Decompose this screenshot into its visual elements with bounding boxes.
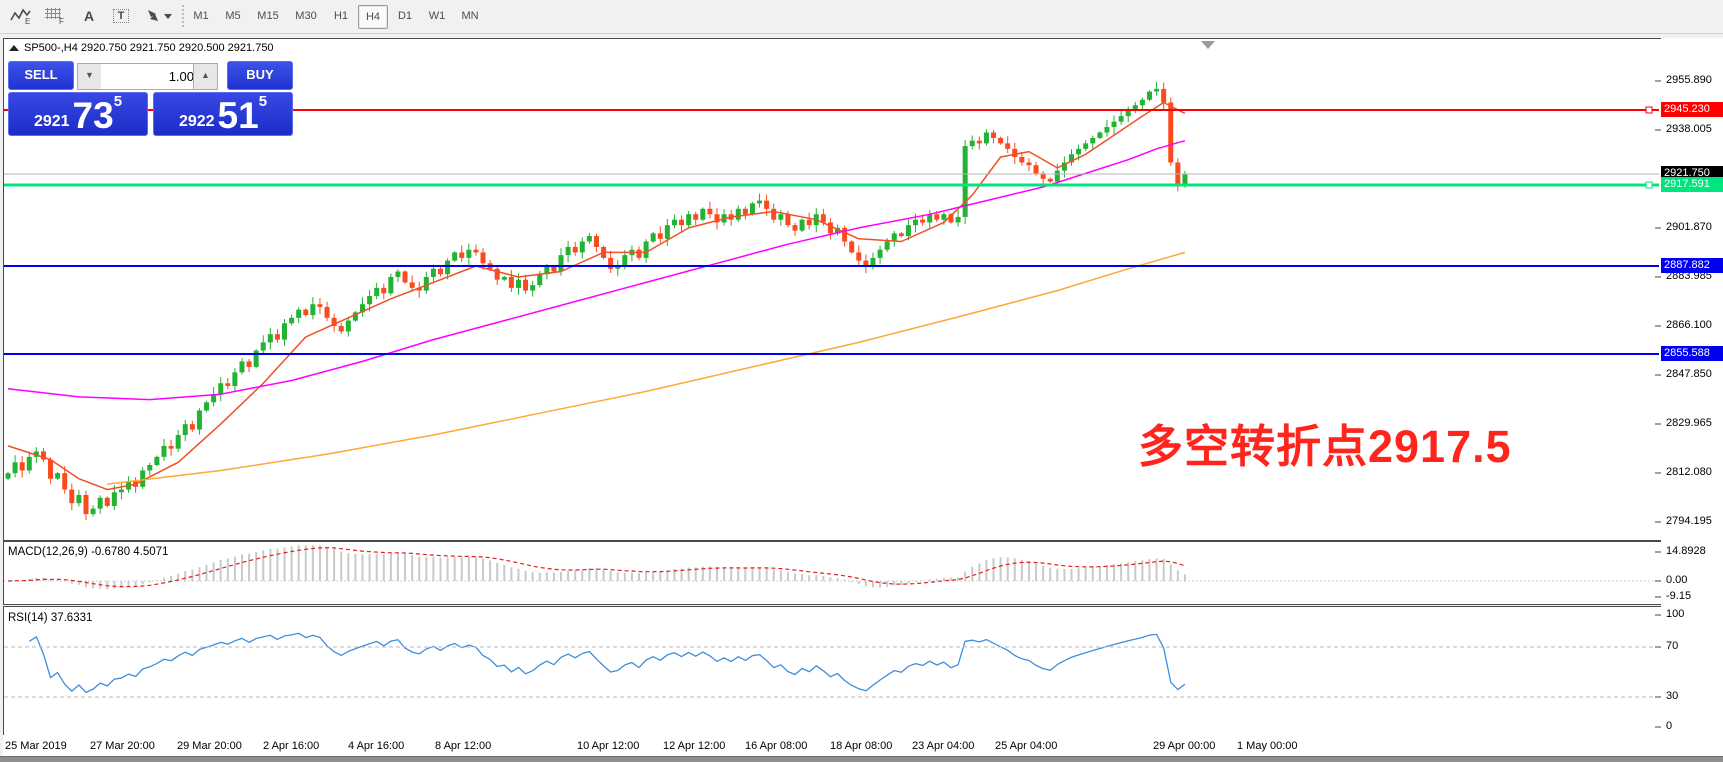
price-axis-label: 2883.985 (1666, 270, 1712, 282)
tab-timeframe-m30[interactable]: M30 (295, 10, 317, 22)
price-level-label: 2887.882 (1661, 258, 1723, 273)
indicators-icon[interactable]: E (8, 4, 34, 28)
bid-price-major: 2921 (33, 113, 70, 130)
volume-increase-button[interactable]: ▲ (193, 63, 218, 90)
date-axis-label: 1 May 00:00 (1237, 740, 1298, 752)
tab-timeframe-d1[interactable]: D1 (397, 10, 413, 22)
date-axis-label: 25 Mar 2019 (5, 740, 67, 752)
macd-axis-label: 14.8928 (1666, 545, 1706, 557)
date-axis-label: 23 Apr 04:00 (912, 740, 975, 752)
rsi-panel[interactable] (3, 606, 1662, 737)
text-label-icon[interactable]: A (83, 8, 95, 24)
tab-timeframe-w1[interactable]: W1 (428, 10, 446, 22)
price-axis-label: 2901.870 (1666, 221, 1712, 233)
tab-timeframe-h4[interactable]: H4 (358, 5, 388, 29)
window-bottom-edge (0, 756, 1723, 762)
rsi-axis-label: 30 (1666, 690, 1679, 702)
price-axis-label: 2866.100 (1666, 319, 1712, 331)
rsi-axis-label: 100 (1666, 608, 1685, 620)
ask-price-tile[interactable]: 2922 51 5 (153, 92, 293, 136)
tab-timeframe-h1[interactable]: H1 (333, 10, 349, 22)
grid-icon[interactable]: F (42, 4, 68, 28)
toolbar: E F A T M1 M5 M15 M30 (0, 0, 1723, 34)
date-axis-label: 2 Apr 16:00 (263, 740, 320, 752)
volume-input[interactable] (101, 63, 198, 90)
svg-text:F: F (59, 17, 64, 25)
date-axis-label: 8 Apr 12:00 (435, 740, 492, 752)
tab-timeframe-m15[interactable]: M15 (257, 10, 279, 22)
date-axis-label: 29 Apr 00:00 (1153, 740, 1216, 752)
price-axis-gutter (1661, 38, 1723, 755)
price-level-label: 2855.588 (1661, 346, 1723, 361)
date-axis-label: 12 Apr 12:00 (663, 740, 726, 752)
price-level-label: 2917.591 (1661, 177, 1723, 192)
tab-timeframe-m5[interactable]: M5 (225, 10, 241, 22)
macd-label: MACD(12,26,9) -0.6780 4.5071 (8, 546, 169, 558)
volume-decrease-button[interactable]: ▼ (77, 63, 102, 90)
macd-panel[interactable] (3, 541, 1662, 605)
price-axis-label: 2847.850 (1666, 368, 1712, 380)
sell-button[interactable]: SELL (8, 61, 74, 90)
date-axis-label: 25 Apr 04:00 (995, 740, 1058, 752)
date-axis-label: 29 Mar 20:00 (177, 740, 242, 752)
date-axis-area (3, 735, 1723, 756)
ask-price-pips: 51 (217, 95, 259, 136)
chart-title: SP500-,H4 2920.750 2921.750 2920.500 292… (24, 42, 274, 54)
text-box-icon[interactable]: T (108, 4, 134, 28)
ask-price-point: 5 (258, 93, 268, 110)
date-axis-label: 16 Apr 08:00 (745, 740, 808, 752)
chart-shift-marker-icon[interactable] (1201, 41, 1215, 49)
bid-price-tile[interactable]: 2921 73 5 (8, 92, 148, 136)
rsi-label: RSI(14) 37.6331 (8, 612, 93, 624)
price-axis-label: 2955.890 (1666, 74, 1712, 86)
toolbar-separator (182, 5, 184, 27)
one-click-trading-panel: SELL ▼ ▲ BUY 2921 73 5 2922 51 5 (8, 61, 293, 138)
svg-text:E: E (25, 17, 30, 25)
price-axis-label: 2829.965 (1666, 417, 1712, 429)
macd-axis-label: -9.15 (1666, 590, 1692, 602)
tab-timeframe-mn[interactable]: MN (461, 10, 479, 22)
bid-price-pips: 73 (72, 95, 114, 136)
date-axis-label: 10 Apr 12:00 (577, 740, 640, 752)
chart-annotation-text: 多空转折点2917.5 (1138, 421, 1512, 472)
ask-price-major: 2922 (178, 113, 215, 130)
date-axis-label: 4 Apr 16:00 (348, 740, 405, 752)
chart-collapse-arrow-icon[interactable] (9, 45, 19, 51)
price-level-label: 2945.230 (1661, 102, 1723, 117)
buy-button[interactable]: BUY (227, 61, 293, 90)
tab-timeframe-m1[interactable]: M1 (193, 10, 209, 22)
arrow-style-icon[interactable] (142, 4, 176, 28)
rsi-axis-label: 70 (1666, 640, 1679, 652)
bid-price-point: 5 (113, 93, 123, 110)
price-axis-label: 2938.005 (1666, 123, 1712, 135)
macd-axis-label: 0.00 (1666, 574, 1688, 586)
rsi-axis-label: 0 (1666, 720, 1673, 732)
date-axis-label: 18 Apr 08:00 (830, 740, 893, 752)
price-axis-label: 2794.195 (1666, 515, 1712, 527)
price-axis-label: 2812.080 (1666, 466, 1712, 478)
date-axis-label: 27 Mar 20:00 (90, 740, 155, 752)
